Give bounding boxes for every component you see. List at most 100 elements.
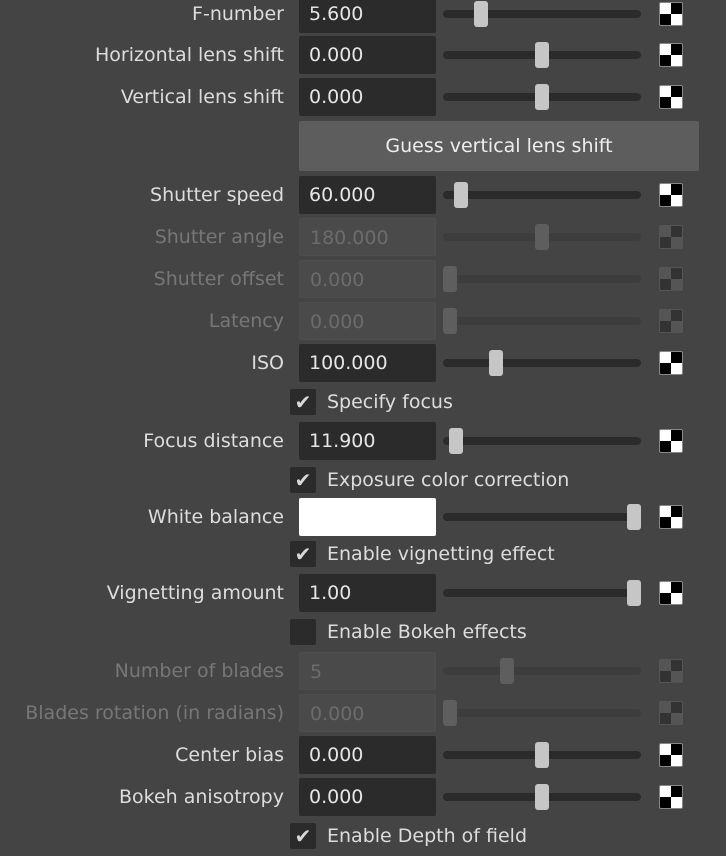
exposure-color-correction-label[interactable]: Exposure color correction [327, 469, 570, 491]
vignetting-amount-keyframe-checker-icon[interactable] [659, 581, 683, 605]
iso-keyframe-checker-icon[interactable] [659, 351, 683, 375]
center-bias-slider[interactable] [443, 742, 641, 768]
white-balance-keyframe-checker-icon[interactable] [659, 505, 683, 529]
white-balance-label: White balance [147, 506, 284, 528]
attr-row-bokeh-anisotropy: Bokeh anisotropy 0.000 [0, 777, 726, 817]
attr-row-exposure-color-correction: ✔ Exposure color correction [0, 460, 726, 500]
shutter-offset-input: 0.000 [299, 260, 436, 298]
focus-distance-input[interactable]: 11.900 [299, 422, 436, 460]
center-bias-input[interactable]: 0.000 [299, 736, 436, 774]
horizontal-lens-shift-label: Horizontal lens shift [94, 44, 284, 66]
shutter-speed-slider[interactable] [443, 182, 641, 208]
bokeh-anisotropy-slider-thumb[interactable] [535, 784, 549, 810]
bokeh-anisotropy-label: Bokeh anisotropy [118, 786, 284, 808]
vertical-lens-shift-slider-thumb[interactable] [535, 84, 549, 110]
attr-row-enable-depth-of-field: ✔ Enable Depth of field [0, 816, 726, 856]
checkmark-icon: ✔ [294, 542, 312, 566]
attr-row-horizontal-lens-shift: Horizontal lens shift 0.000 [0, 35, 726, 75]
shutter-offset-keyframe-checker-icon [659, 267, 683, 291]
center-bias-label: Center bias [175, 744, 284, 766]
iso-input[interactable]: 100.000 [299, 344, 436, 382]
attr-row-vignetting-amount: Vignetting amount 1.00 [0, 573, 726, 613]
bokeh-anisotropy-slider[interactable] [443, 784, 641, 810]
specify-focus-checkbox[interactable]: ✔ [290, 389, 316, 415]
vignetting-amount-input[interactable]: 1.00 [299, 574, 436, 612]
bokeh-anisotropy-keyframe-checker-icon[interactable] [659, 785, 683, 809]
guess-vertical-lens-shift-button[interactable]: Guess vertical lens shift [299, 121, 699, 171]
checkmark-icon: ✔ [294, 390, 312, 414]
attr-row-f-number: F-number 5.600 [0, 0, 726, 34]
attr-row-blades-rotation-in-radians: Blades rotation (in radians) 0.000 [0, 693, 726, 733]
white-balance-slider[interactable] [443, 504, 641, 530]
shutter-speed-keyframe-checker-icon[interactable] [659, 183, 683, 207]
blades-rotation-in-radians-input: 0.000 [299, 694, 436, 732]
attr-row-vertical-lens-shift: Vertical lens shift 0.000 [0, 77, 726, 117]
enable-vignetting-effect-label[interactable]: Enable vignetting effect [327, 543, 555, 565]
vignetting-amount-slider-thumb[interactable] [627, 580, 641, 606]
shutter-angle-keyframe-checker-icon [659, 225, 683, 249]
number-of-blades-slider [443, 658, 641, 684]
white-balance-slider-thumb[interactable] [627, 504, 641, 530]
f-number-slider-thumb[interactable] [474, 1, 489, 27]
enable-depth-of-field-label[interactable]: Enable Depth of field [327, 825, 528, 847]
f-number-keyframe-checker-icon[interactable] [659, 2, 683, 26]
vertical-lens-shift-input[interactable]: 0.000 [299, 78, 436, 116]
shutter-speed-slider-thumb[interactable] [454, 182, 469, 208]
blades-rotation-in-radians-slider [443, 700, 641, 726]
shutter-angle-label: Shutter angle [154, 226, 284, 248]
enable-depth-of-field-checkbox[interactable]: ✔ [290, 823, 316, 849]
enable-bokeh-effects-checkbox[interactable] [290, 619, 316, 645]
vignetting-amount-label: Vignetting amount [106, 582, 284, 604]
horizontal-lens-shift-input[interactable]: 0.000 [299, 36, 436, 74]
white-balance-color-swatch[interactable] [299, 498, 436, 536]
f-number-slider[interactable] [443, 1, 641, 27]
vertical-lens-shift-keyframe-checker-icon[interactable] [659, 85, 683, 109]
f-number-label: F-number [192, 3, 284, 25]
attr-row-shutter-offset: Shutter offset 0.000 [0, 259, 726, 299]
horizontal-lens-shift-slider[interactable] [443, 42, 641, 68]
shutter-angle-slider [443, 224, 641, 250]
vignetting-amount-slider[interactable] [443, 580, 641, 606]
shutter-offset-slider-thumb [443, 266, 457, 292]
vertical-lens-shift-slider[interactable] [443, 84, 641, 110]
iso-slider[interactable] [443, 350, 641, 376]
focus-distance-slider-thumb[interactable] [448, 428, 463, 454]
attr-row-shutter-angle: Shutter angle 180.000 [0, 217, 726, 257]
enable-bokeh-effects-label[interactable]: Enable Bokeh effects [327, 621, 527, 643]
number-of-blades-label: Number of blades [114, 660, 284, 682]
attr-row-white-balance: White balance [0, 497, 726, 537]
attr-row-iso: ISO 100.000 [0, 343, 726, 383]
focus-distance-keyframe-checker-icon[interactable] [659, 429, 683, 453]
shutter-speed-input[interactable]: 60.000 [299, 176, 436, 214]
focus-distance-slider[interactable] [443, 428, 641, 454]
center-bias-keyframe-checker-icon[interactable] [659, 743, 683, 767]
shutter-angle-input: 180.000 [299, 218, 436, 256]
attr-row-latency: Latency 0.000 [0, 301, 726, 341]
exposure-color-correction-checkbox[interactable]: ✔ [290, 467, 316, 493]
attr-row-center-bias: Center bias 0.000 [0, 735, 726, 775]
horizontal-lens-shift-keyframe-checker-icon[interactable] [659, 43, 683, 67]
number-of-blades-slider-thumb [500, 658, 515, 684]
latency-slider-thumb [443, 308, 457, 334]
enable-vignetting-effect-checkbox[interactable]: ✔ [290, 541, 316, 567]
latency-slider [443, 308, 641, 334]
bokeh-anisotropy-input[interactable]: 0.000 [299, 778, 436, 816]
shutter-offset-slider [443, 266, 641, 292]
blades-rotation-in-radians-keyframe-checker-icon [659, 701, 683, 725]
number-of-blades-input: 5 [299, 652, 436, 690]
blades-rotation-in-radians-slider-thumb [443, 700, 457, 726]
shutter-offset-label: Shutter offset [153, 268, 284, 290]
attr-row-enable-vignetting-effect: ✔ Enable vignetting effect [0, 534, 726, 574]
specify-focus-label[interactable]: Specify focus [327, 391, 453, 413]
attr-row-enable-bokeh-effects: Enable Bokeh effects [0, 612, 726, 652]
attr-row-specify-focus: ✔ Specify focus [0, 382, 726, 422]
center-bias-slider-thumb[interactable] [535, 742, 549, 768]
checkmark-icon: ✔ [294, 468, 312, 492]
iso-slider-thumb[interactable] [489, 350, 503, 376]
f-number-input[interactable]: 5.600 [299, 0, 436, 33]
attr-row-shutter-speed: Shutter speed 60.000 [0, 175, 726, 215]
iso-label: ISO [251, 352, 284, 374]
shutter-angle-slider-thumb [535, 224, 549, 250]
horizontal-lens-shift-slider-thumb[interactable] [535, 42, 549, 68]
attr-row-focus-distance: Focus distance 11.900 [0, 421, 726, 461]
